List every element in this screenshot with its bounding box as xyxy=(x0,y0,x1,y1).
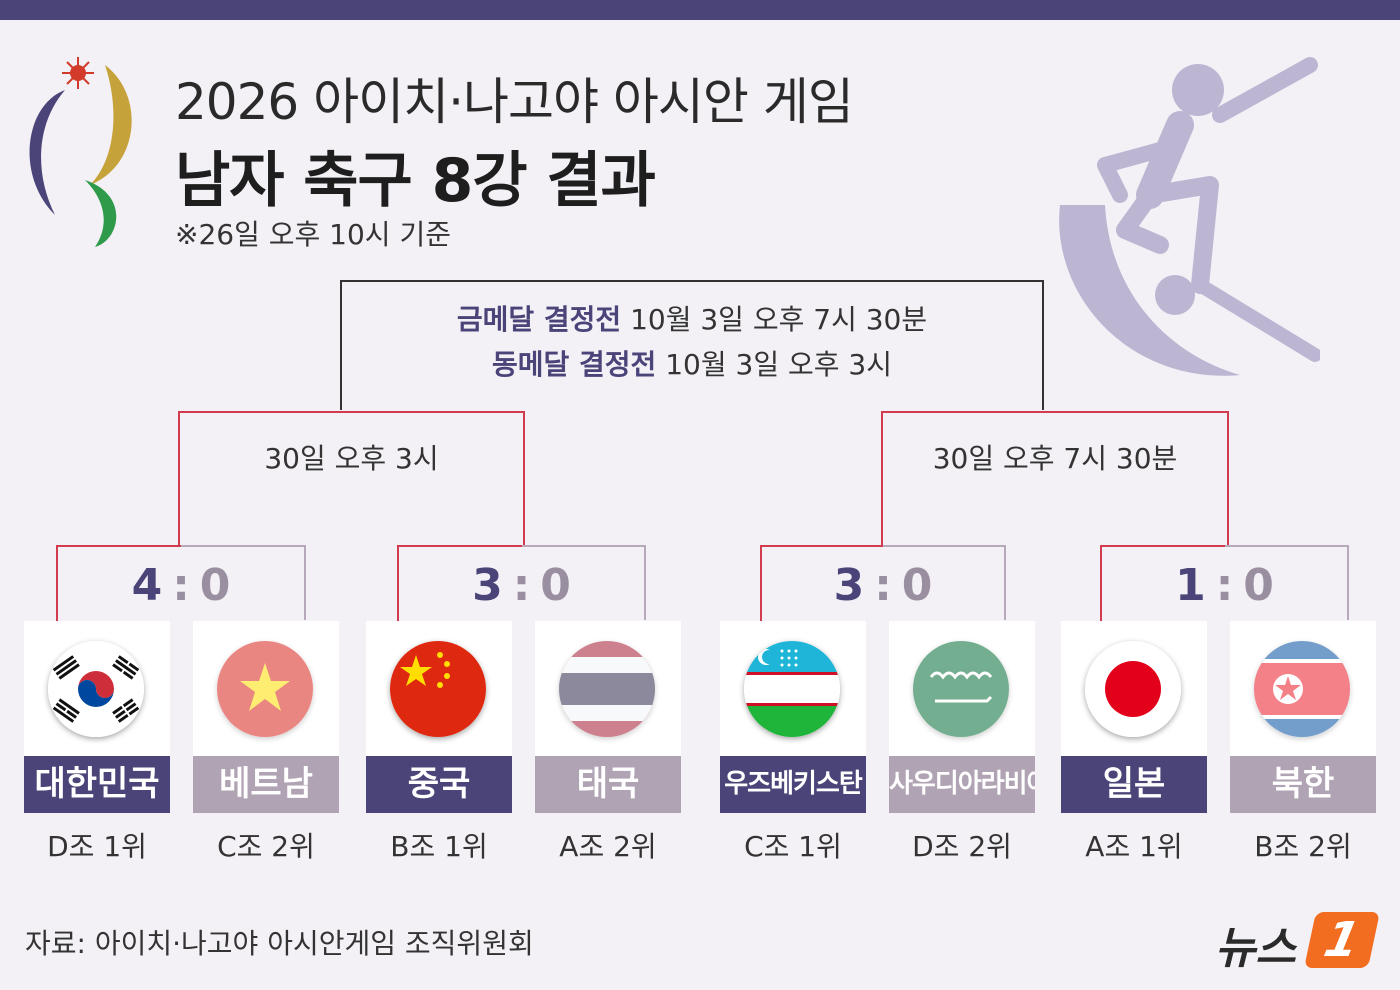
team-card-korea: 대한민국 xyxy=(24,621,170,813)
asian-games-logo xyxy=(29,57,132,247)
saudi-arabia-flag-icon xyxy=(913,641,1009,737)
team-rank: D조 1위 xyxy=(47,830,147,863)
thailand-flag-icon xyxy=(559,641,655,737)
news1-logo-badge: 1 xyxy=(1304,912,1380,968)
news1-logo-text: 뉴스 xyxy=(1215,923,1296,974)
bronze-medal-match: 동메달 결정전 10월 3일 오후 3시 xyxy=(340,343,1044,383)
bronze-medal-time: 10월 3일 오후 3시 xyxy=(656,348,892,381)
team-card-vietnam: 베트남 xyxy=(193,621,339,813)
semifinal-bracket-2 xyxy=(881,411,1229,545)
top-bar xyxy=(0,0,1400,20)
team-card-thailand: 태국 xyxy=(535,621,681,813)
bronze-medal-label: 동메달 결정전 xyxy=(492,348,657,381)
north-korea-flag-icon xyxy=(1254,641,1350,737)
quarterfinal-bracket-3 xyxy=(760,545,1006,622)
semifinal-bracket-1 xyxy=(178,411,525,545)
title-main: 남자 축구 8강 결과 xyxy=(175,146,656,216)
title-event: 2026 아이치·나고야 아시안 게임 xyxy=(175,73,854,131)
gold-medal-time: 10월 3일 오후 7시 30분 xyxy=(621,303,928,336)
team-rank: A조 2위 xyxy=(559,830,657,863)
soccer-player-icon xyxy=(1059,57,1320,376)
semifinal-time-2: 30일 오후 7시 30분 xyxy=(932,442,1178,475)
korea-flag-icon xyxy=(48,641,144,737)
uzbekistan-flag-icon xyxy=(744,641,840,737)
team-card-japan: 일본 xyxy=(1061,621,1207,813)
quarterfinal-score-2: 3:0 xyxy=(472,560,571,611)
team-rank: B조 2위 xyxy=(1254,830,1352,863)
semifinal-time-1: 30일 오후 3시 xyxy=(264,442,439,475)
team-name: 태국 xyxy=(535,756,681,813)
quarterfinal-score-1: 4:0 xyxy=(131,560,231,611)
gold-medal-label: 금메달 결정전 xyxy=(456,303,622,336)
gold-medal-match: 금메달 결정전 10월 3일 오후 7시 30분 xyxy=(340,298,1044,338)
team-name: 대한민국 xyxy=(24,756,170,813)
japan-flag-icon xyxy=(1085,641,1181,737)
team-name: 북한 xyxy=(1230,756,1376,813)
final-bracket xyxy=(340,280,1044,410)
team-rank: A조 1위 xyxy=(1085,830,1183,863)
source-credit: 자료: 아이치·나고야 아시안게임 조직위원회 xyxy=(25,927,534,960)
time-note: ※26일 오후 10시 기준 xyxy=(175,218,451,251)
team-name: 중국 xyxy=(366,756,512,813)
vietnam-flag-icon xyxy=(217,641,313,737)
team-rank: C조 2위 xyxy=(217,830,315,863)
quarterfinal-bracket-2 xyxy=(397,545,646,622)
team-card-north-korea: 북한 xyxy=(1230,621,1376,813)
team-card-uzbekistan: 우즈베키스탄 xyxy=(720,621,866,813)
quarterfinal-bracket-4 xyxy=(1100,545,1349,622)
china-flag-icon xyxy=(390,641,486,737)
team-rank: C조 1위 xyxy=(744,830,842,863)
team-card-saudi-arabia: 사우디아라비아 xyxy=(889,621,1035,813)
quarterfinal-score-4: 1:0 xyxy=(1175,560,1274,611)
team-card-china: 중국 xyxy=(366,621,512,813)
team-name: 우즈베키스탄 xyxy=(720,756,866,813)
team-rank: D조 2위 xyxy=(912,830,1012,863)
quarterfinal-bracket-1 xyxy=(56,545,306,622)
team-name: 일본 xyxy=(1061,756,1207,813)
team-rank: B조 1위 xyxy=(390,830,488,863)
quarterfinal-score-3: 3:0 xyxy=(833,560,933,611)
team-name: 사우디아라비아 xyxy=(889,756,1035,813)
team-name: 베트남 xyxy=(193,756,339,813)
